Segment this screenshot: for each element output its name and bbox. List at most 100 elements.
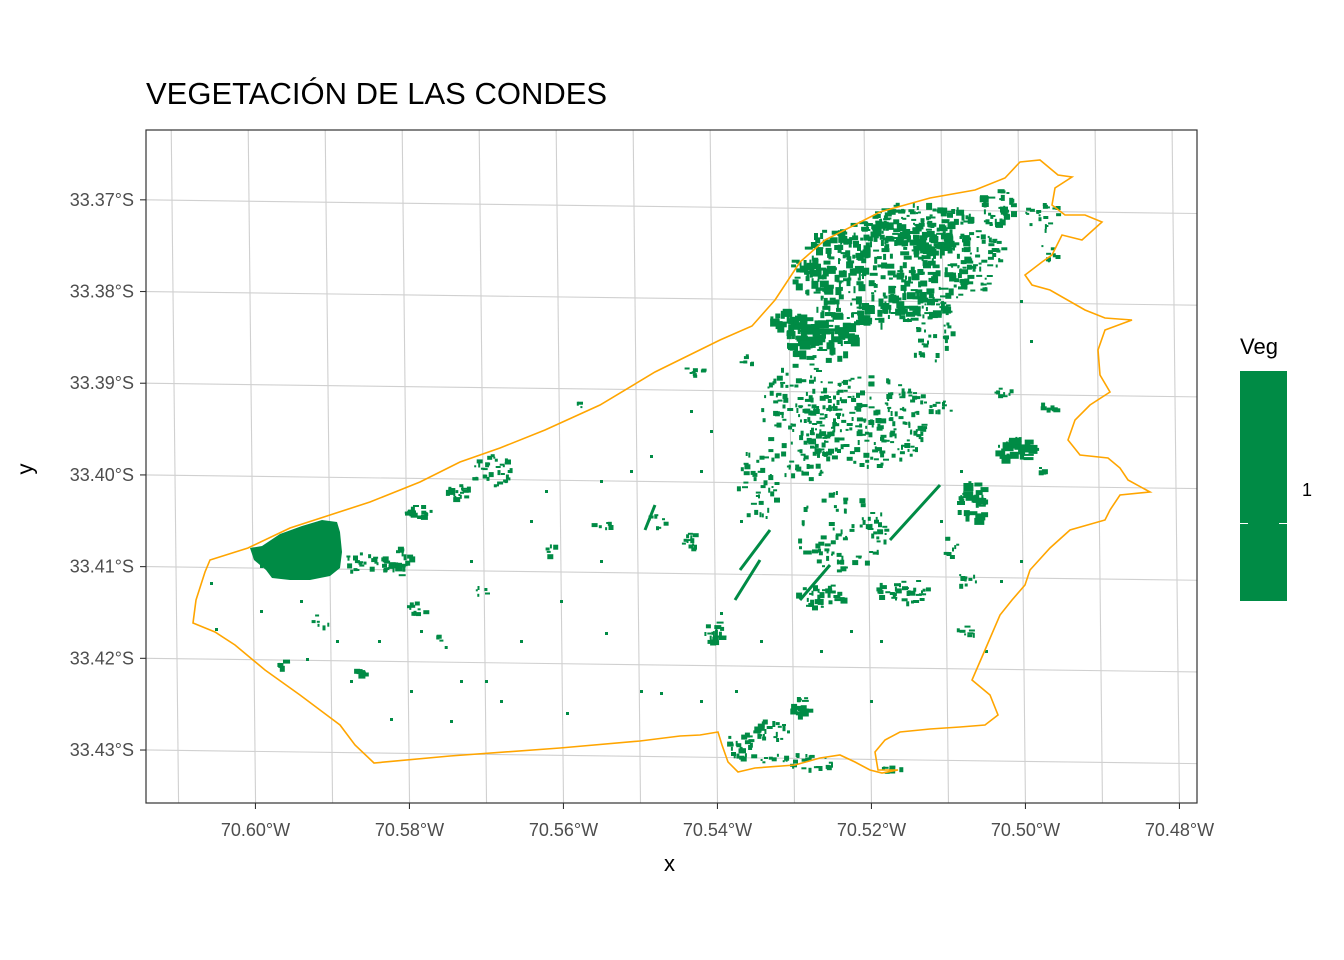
vegetation-pixel [453, 497, 461, 503]
vegetation-pixel [950, 221, 956, 229]
vegetation-pixel [987, 235, 990, 238]
vegetation-pixel [910, 240, 919, 245]
vegetation-pixel [897, 306, 906, 315]
y-tick-label: 33.40°S [70, 465, 134, 485]
vegetation-pixel [863, 420, 866, 423]
vegetation-pixel [409, 602, 414, 606]
vegetation-pixel [889, 432, 893, 438]
vegetation-pixel [887, 315, 890, 319]
vegetation-pixel [941, 246, 944, 254]
vegetation-pixel [844, 252, 847, 255]
vegetation-pixel [798, 322, 808, 330]
vegetation-pixel [979, 266, 982, 272]
y-tick-label: 33.41°S [70, 557, 134, 577]
vegetation-pixel [895, 238, 904, 246]
vegetation-pixel [306, 658, 309, 661]
vegetation-pixel [838, 281, 842, 284]
vegetation-pixel [780, 381, 786, 384]
vegetation-pixel [1010, 203, 1017, 208]
vegetation-pixel [810, 242, 817, 247]
vegetation-pixel [870, 241, 872, 248]
vegetation-pixel [890, 312, 896, 314]
vegetation-pixel [402, 565, 406, 572]
vegetation-pixel [1029, 208, 1035, 212]
graticule-parallel [146, 749, 1197, 765]
vegetation-pixel [954, 275, 957, 279]
vegetation-pixel [833, 299, 840, 305]
vegetation-pixel [869, 272, 878, 276]
vegetation-pixel [910, 399, 916, 403]
vegetation-pixel [834, 423, 840, 427]
vegetation-pixel [857, 255, 864, 261]
legend-title: Veg [1240, 334, 1278, 359]
vegetation-pixel [806, 505, 809, 509]
vegetation-pixel [727, 741, 734, 747]
y-tick-label: 33.37°S [70, 190, 134, 210]
vegetation-pixel [692, 373, 697, 377]
vegetation-pixel [768, 382, 773, 388]
vegetation-pixel [990, 240, 997, 243]
vegetation-pixel [909, 211, 916, 215]
vegetation-pixel [852, 560, 859, 566]
vegetation-pixel [503, 479, 509, 483]
vegetation-pixel [883, 295, 888, 299]
vegetation-pixel [962, 266, 967, 269]
vegetation-pixel [795, 315, 801, 318]
vegetation-pixel [378, 640, 381, 643]
vegetation-pixel [910, 317, 919, 321]
vegetation-pixel [880, 275, 886, 280]
vegetation-pixel [884, 241, 887, 245]
vegetation-pixel [919, 598, 925, 601]
vegetation-pixel [1038, 214, 1041, 217]
vegetation-pixel [843, 270, 846, 277]
y-tick-label: 33.42°S [70, 648, 134, 668]
vegetation-pixel [889, 209, 896, 215]
vegetation-pixel [967, 632, 974, 635]
vegetation-pixel [740, 520, 743, 523]
vegetation-pixel [758, 494, 760, 499]
vegetation-pixel [630, 470, 633, 473]
vegetation-pixel [769, 390, 774, 396]
vegetation-pixel [968, 246, 971, 252]
vegetation-pixel [992, 238, 998, 241]
vegetation-pixel [977, 497, 985, 505]
vegetation-pixel [807, 404, 811, 407]
vegetation-pixel [788, 324, 795, 334]
vegetation-pixel [453, 493, 456, 497]
vegetation-pixel [833, 312, 843, 315]
vegetation-pixel [817, 349, 828, 351]
vegetation-pixel [947, 212, 953, 218]
vegetation-pixel [952, 547, 954, 552]
vegetation-pixel [486, 462, 491, 466]
vegetation-pixel [902, 262, 907, 269]
vegetation-pixel [1040, 470, 1047, 475]
vegetation-pixel [876, 222, 881, 227]
vegetation-pixel [851, 397, 855, 401]
vegetation-pixel [607, 521, 612, 526]
vegetation-pixel [871, 294, 875, 302]
vegetation-pixel [833, 595, 841, 598]
vegetation-pixel [808, 767, 812, 773]
vegetation-pixel [994, 391, 998, 394]
vegetation-pixel [834, 437, 840, 443]
vegetation-pixel [742, 486, 748, 489]
vegetation-pixel [840, 559, 845, 565]
vegetation-pixel [804, 326, 816, 335]
vegetation-pixel [825, 434, 831, 439]
vegetation-pixel [896, 240, 899, 243]
vegetation-pixel [851, 312, 860, 315]
vegetation-pixel [966, 264, 972, 270]
vegetation-pixel [932, 310, 942, 316]
vegetation-pixel [876, 227, 882, 234]
x-tick-label: 70.50°W [991, 820, 1060, 840]
vegetation-pixel [866, 221, 869, 229]
x-tick-label: 70.58°W [375, 820, 444, 840]
vegetation-pixel [784, 755, 790, 761]
vegetation-pixel [906, 214, 910, 217]
vegetation-pixel [810, 446, 817, 449]
vegetation-pixel [260, 610, 263, 613]
vegetation-pixel [836, 280, 844, 283]
vegetation-pixel [684, 367, 690, 370]
vegetation-pixel [782, 725, 786, 732]
vegetation-pixel [744, 732, 750, 738]
